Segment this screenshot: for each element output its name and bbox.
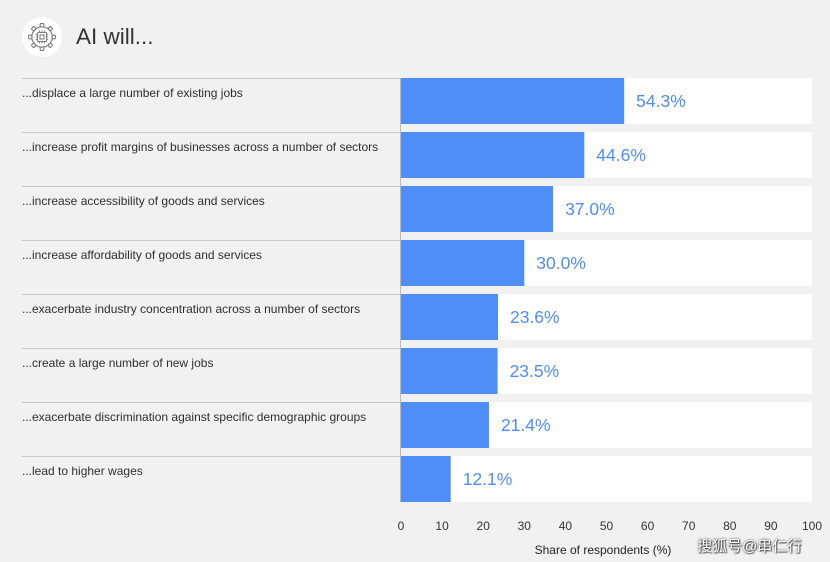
chart-title: AI will...	[76, 24, 154, 49]
x-tick-label-6: 60	[641, 519, 655, 533]
category-label-3: ...increase accessibility of goods and s…	[22, 194, 265, 208]
x-axis-ticks: 0 10 20 30 40 50 60 70 80 90 100	[398, 519, 823, 533]
x-tick-label-7: 70	[682, 519, 696, 533]
x-tick-label-2: 20	[477, 519, 491, 533]
bar-row-1: ...displace a large number of existing j…	[22, 78, 812, 124]
x-tick-label-8: 80	[723, 519, 737, 533]
value-label-7: 21.4%	[501, 415, 551, 435]
x-tick-label-5: 50	[600, 519, 614, 533]
category-label-6: ...create a large number of new jobs	[22, 356, 213, 370]
value-label-3: 37.0%	[565, 199, 615, 219]
bar-row-6: ...create a large number of new jobs 23.5…	[22, 348, 812, 394]
value-label-8: 12.1%	[463, 469, 513, 489]
value-label-1: 54.3%	[636, 91, 686, 111]
x-axis-title: Share of respondents (%)	[535, 543, 672, 557]
bar-track-8	[401, 456, 812, 502]
bar-5	[401, 294, 498, 340]
category-label-1: ...displace a large number of existing j…	[22, 86, 243, 100]
x-tick-label-1: 10	[435, 519, 449, 533]
watermark-text: 搜狐号@串仁行	[697, 538, 803, 555]
category-label-5: ...exacerbate industry concentration acr…	[22, 302, 360, 316]
bar-2	[401, 132, 585, 178]
bar-row-4: ...increase affordability of goods and s…	[22, 240, 812, 286]
chart-header: AI will...	[22, 17, 154, 57]
bar-6	[401, 348, 498, 394]
value-label-2: 44.6%	[596, 145, 646, 165]
bar-1	[401, 78, 625, 124]
x-tick-label-9: 90	[764, 519, 778, 533]
bar-row-5: ...exacerbate industry concentration acr…	[22, 294, 812, 340]
bar-row-7: ...exacerbate discrimination against spe…	[22, 402, 812, 448]
bar-8	[401, 456, 451, 502]
value-label-4: 30.0%	[536, 253, 586, 273]
bar-rows: ...displace a large number of existing j…	[22, 78, 812, 502]
x-tick-label-10: 100	[802, 519, 822, 533]
category-label-7: ...exacerbate discrimination against spe…	[22, 410, 366, 424]
bar-7	[401, 402, 489, 448]
x-tick-label-0: 0	[398, 519, 405, 533]
x-tick-label-3: 30	[518, 519, 532, 533]
ai-chip-gear-icon	[22, 17, 62, 57]
category-label-4: ...increase affordability of goods and s…	[22, 248, 262, 262]
bar-row-3: ...increase accessibility of goods and s…	[22, 186, 812, 232]
bar-row-8: ...lead to higher wages 12.1%	[22, 456, 812, 502]
value-label-5: 23.6%	[510, 307, 560, 327]
category-label-8: ...lead to higher wages	[22, 464, 143, 478]
bar-3	[401, 186, 554, 232]
bar-row-2: ...increase profit margins of businesses…	[22, 132, 812, 178]
category-label-2: ...increase profit margins of businesses…	[22, 140, 378, 154]
x-tick-label-4: 40	[559, 519, 573, 533]
value-label-6: 23.5%	[510, 361, 560, 381]
bar-4	[401, 240, 525, 286]
